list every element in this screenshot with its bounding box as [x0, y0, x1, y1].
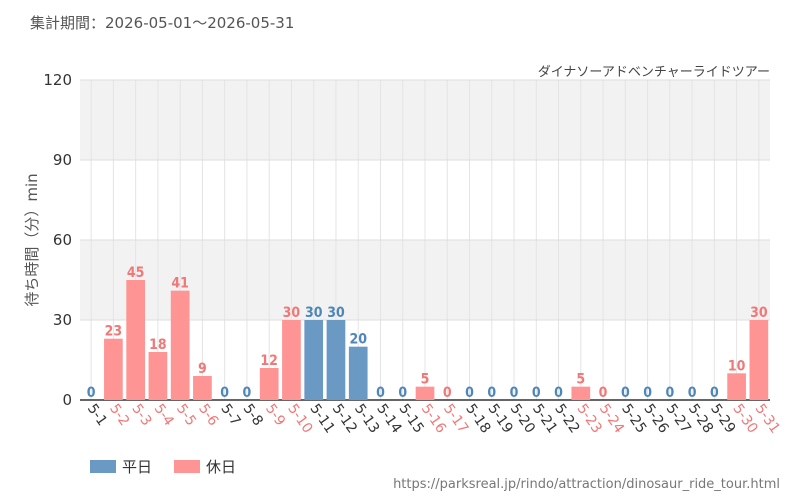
x-tick-labels: 5-15-25-35-45-55-65-75-85-95-105-115-125…	[84, 401, 783, 436]
value-label: 45	[127, 265, 145, 281]
value-label: 0	[643, 385, 652, 401]
value-label: 20	[349, 332, 367, 348]
value-label: 41	[171, 276, 189, 292]
value-label: 0	[398, 385, 407, 401]
bar	[326, 320, 346, 400]
bar	[727, 373, 746, 400]
horizontal-gridlines	[80, 79, 770, 321]
y-tick-label: 120	[43, 71, 72, 89]
x-tick-label: 5-1	[84, 401, 110, 429]
value-label: 18	[149, 337, 167, 353]
y-axis-title: 待ち時間（分）min	[23, 173, 41, 306]
bar	[348, 346, 368, 400]
value-label: 0	[510, 385, 519, 401]
value-label: 30	[305, 305, 323, 321]
value-label: 30	[327, 305, 345, 321]
period-separator: 〜	[192, 14, 208, 32]
legend-swatch	[90, 460, 116, 473]
bar	[571, 386, 591, 400]
value-label: 9	[198, 361, 207, 377]
period-end: 2026-05-31	[207, 14, 295, 32]
x-tick-label: 5-4	[151, 401, 177, 429]
value-label: 0	[443, 385, 452, 401]
value-label: 30	[283, 305, 301, 321]
x-tick-label: 5-2	[106, 401, 132, 429]
x-tick-label: 5-7	[217, 401, 243, 429]
x-tick-label: 5-3	[128, 401, 154, 429]
bar	[126, 280, 145, 400]
value-label: 0	[554, 385, 563, 401]
bar	[749, 320, 769, 400]
period-range: 集計期間：2026-05-01〜2026-05-31	[30, 12, 294, 33]
bar	[259, 368, 279, 400]
period-start: 2026-05-01	[105, 14, 193, 32]
x-tick-label: 5-8	[240, 401, 266, 429]
bar	[170, 290, 190, 400]
value-label: 0	[487, 385, 496, 401]
legend-swatch	[174, 460, 200, 473]
value-label: 5	[576, 372, 585, 388]
bar	[193, 376, 212, 400]
bar	[304, 320, 324, 400]
source-url: https://parksreal.jp/rindo/attraction/di…	[393, 477, 780, 492]
y-tick-label: 30	[53, 311, 72, 329]
chart-title: ダイナソーアドベンチャーライドツアー	[538, 65, 770, 80]
value-label: 5	[421, 372, 430, 388]
value-label: 0	[87, 385, 96, 401]
value-label: 0	[243, 385, 252, 401]
value-label: 0	[599, 385, 608, 401]
value-label: 0	[376, 385, 385, 401]
period-label: 集計期間：	[30, 14, 106, 32]
value-label: 0	[710, 385, 719, 401]
value-label: 0	[465, 385, 474, 401]
value-label: 0	[220, 385, 229, 401]
value-label: 12	[260, 353, 278, 369]
x-tick-label: 5-31	[752, 401, 783, 436]
legend: 平日 休日	[90, 458, 236, 476]
y-tick-label: 60	[53, 231, 72, 249]
legend-label: 休日	[206, 458, 236, 476]
x-tick-label: 5-5	[173, 401, 199, 429]
value-label: 0	[665, 385, 674, 401]
value-label: 30	[750, 305, 768, 321]
bar	[104, 338, 123, 400]
bars	[104, 280, 769, 400]
value-label: 0	[532, 385, 541, 401]
value-label: 0	[688, 385, 697, 401]
y-tick-label: 0	[62, 391, 72, 409]
x-tick-label: 5-9	[262, 401, 288, 429]
value-label: 23	[105, 324, 123, 340]
value-label: 10	[728, 358, 746, 374]
value-label: 0	[621, 385, 630, 401]
legend-label: 平日	[122, 458, 152, 476]
y-tick-label: 90	[53, 151, 72, 169]
bar	[282, 320, 301, 400]
x-tick-label: 5-6	[195, 401, 221, 429]
bar	[148, 352, 168, 400]
y-tick-labels: 0 30 60 90 120	[43, 71, 72, 409]
bar	[415, 386, 435, 400]
